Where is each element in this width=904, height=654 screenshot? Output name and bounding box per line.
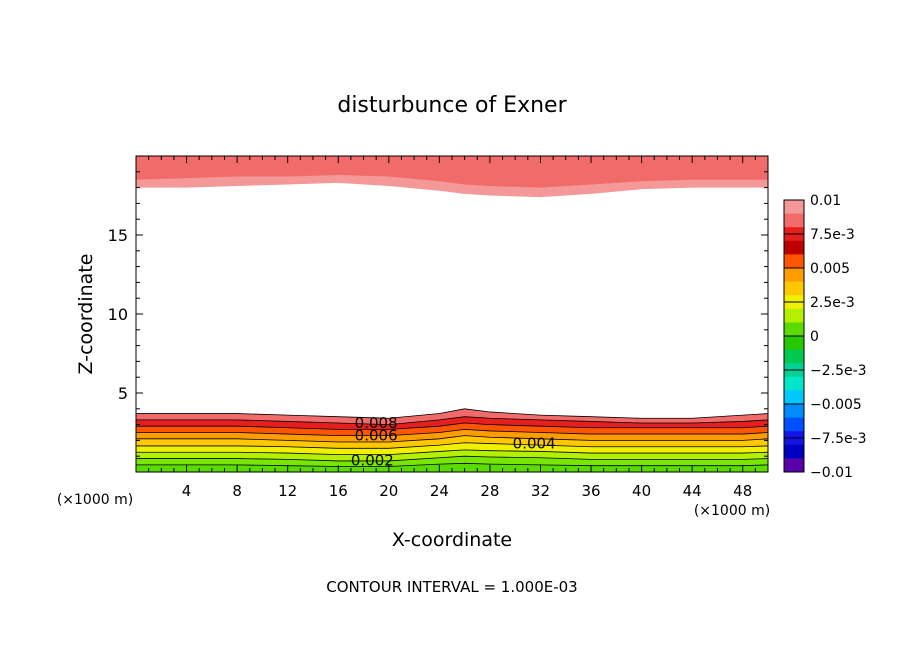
x-tick-label: 32: [531, 482, 550, 500]
x-tick-label: 44: [683, 482, 702, 500]
colorbar-segment: [784, 308, 804, 323]
colorbar-label: 0: [810, 329, 819, 345]
contour-line-0.009: [136, 408, 768, 419]
x-tick-label: 28: [480, 482, 499, 500]
colorbar-segment: [784, 254, 804, 269]
colorbar-segment: [784, 281, 804, 296]
fill-band-upper-0.009: [136, 156, 768, 188]
colorbar-segment: [784, 390, 804, 405]
x-tick-label: 4: [182, 482, 192, 500]
colorbar-segment: [784, 240, 804, 255]
y-tick-label: 15: [108, 226, 128, 245]
colorbar: 0.01 7.5e-3 0.005 2.5e-3 0 −2.5e-3 −0.005 −7.5e…: [783, 193, 867, 481]
contour-line-0.004: [136, 442, 768, 449]
colorbar-segment: [784, 349, 804, 364]
contour-label-0.002: 0.002: [351, 452, 394, 470]
colorbar-segment: [784, 200, 804, 215]
colorbar-label: 2.5e-3: [810, 295, 855, 311]
colorbar-label: 0.005: [810, 261, 850, 277]
contour-line-0.007: [136, 422, 768, 430]
x-tick-label: 40: [632, 482, 651, 500]
contour-line-0.002: [136, 455, 768, 462]
contour-label-0.006: 0.006: [355, 426, 398, 444]
y-tick-label: 5: [118, 384, 128, 403]
x-tick-label: 8: [232, 482, 242, 500]
x-tick-label: 16: [329, 482, 348, 500]
colorbar-label: 7.5e-3: [810, 227, 855, 243]
colorbar-segment: [784, 404, 804, 419]
chart-title: disturbunce of Exner: [337, 93, 567, 118]
colorbar-segment: [784, 458, 804, 473]
colorbar-segment: [784, 268, 804, 283]
colorbar-segment: [784, 444, 804, 459]
contour-label-0.008: 0.008: [355, 414, 398, 432]
x-unit-label: (×1000 m): [57, 492, 133, 508]
x-tick-label: 12: [278, 482, 297, 500]
colorbar-label: −0.005: [810, 397, 862, 413]
x-tick-label: 20: [379, 482, 398, 500]
fill-band-0.001: [136, 463, 768, 472]
colorbar-segment: [784, 336, 804, 351]
footer-contour-interval: CONTOUR INTERVAL = 1.000E-03: [326, 578, 577, 596]
colorbar-segment: [784, 322, 804, 337]
colorbar-segment: [784, 213, 804, 228]
x-axis-label: X-coordinate: [392, 529, 512, 551]
x-tick-label: 24: [430, 482, 449, 500]
y-axis-label: Z-coordinate: [75, 254, 97, 375]
x-unit-label-right: (×1000 m): [694, 503, 770, 519]
contour-line-0.008: [136, 416, 768, 426]
colorbar-label: −2.5e-3: [810, 363, 867, 379]
contour-line-0.005: [136, 435, 768, 443]
contour-line-0.003: [136, 449, 768, 456]
colorbar-label: −0.01: [810, 465, 853, 481]
y-tick-label: 10: [108, 305, 128, 324]
contour-line-0.001: [136, 462, 768, 467]
x-tick-label: 36: [581, 482, 600, 500]
contour-label-0.004: 0.004: [513, 434, 556, 452]
colorbar-label: 0.01: [810, 193, 841, 209]
x-tick-label: 48: [733, 482, 752, 500]
colorbar-segment: [784, 376, 804, 391]
colorbar-label: −7.5e-3: [810, 431, 867, 447]
contour-line-0.006: [136, 428, 768, 437]
colorbar-segment: [784, 417, 804, 432]
